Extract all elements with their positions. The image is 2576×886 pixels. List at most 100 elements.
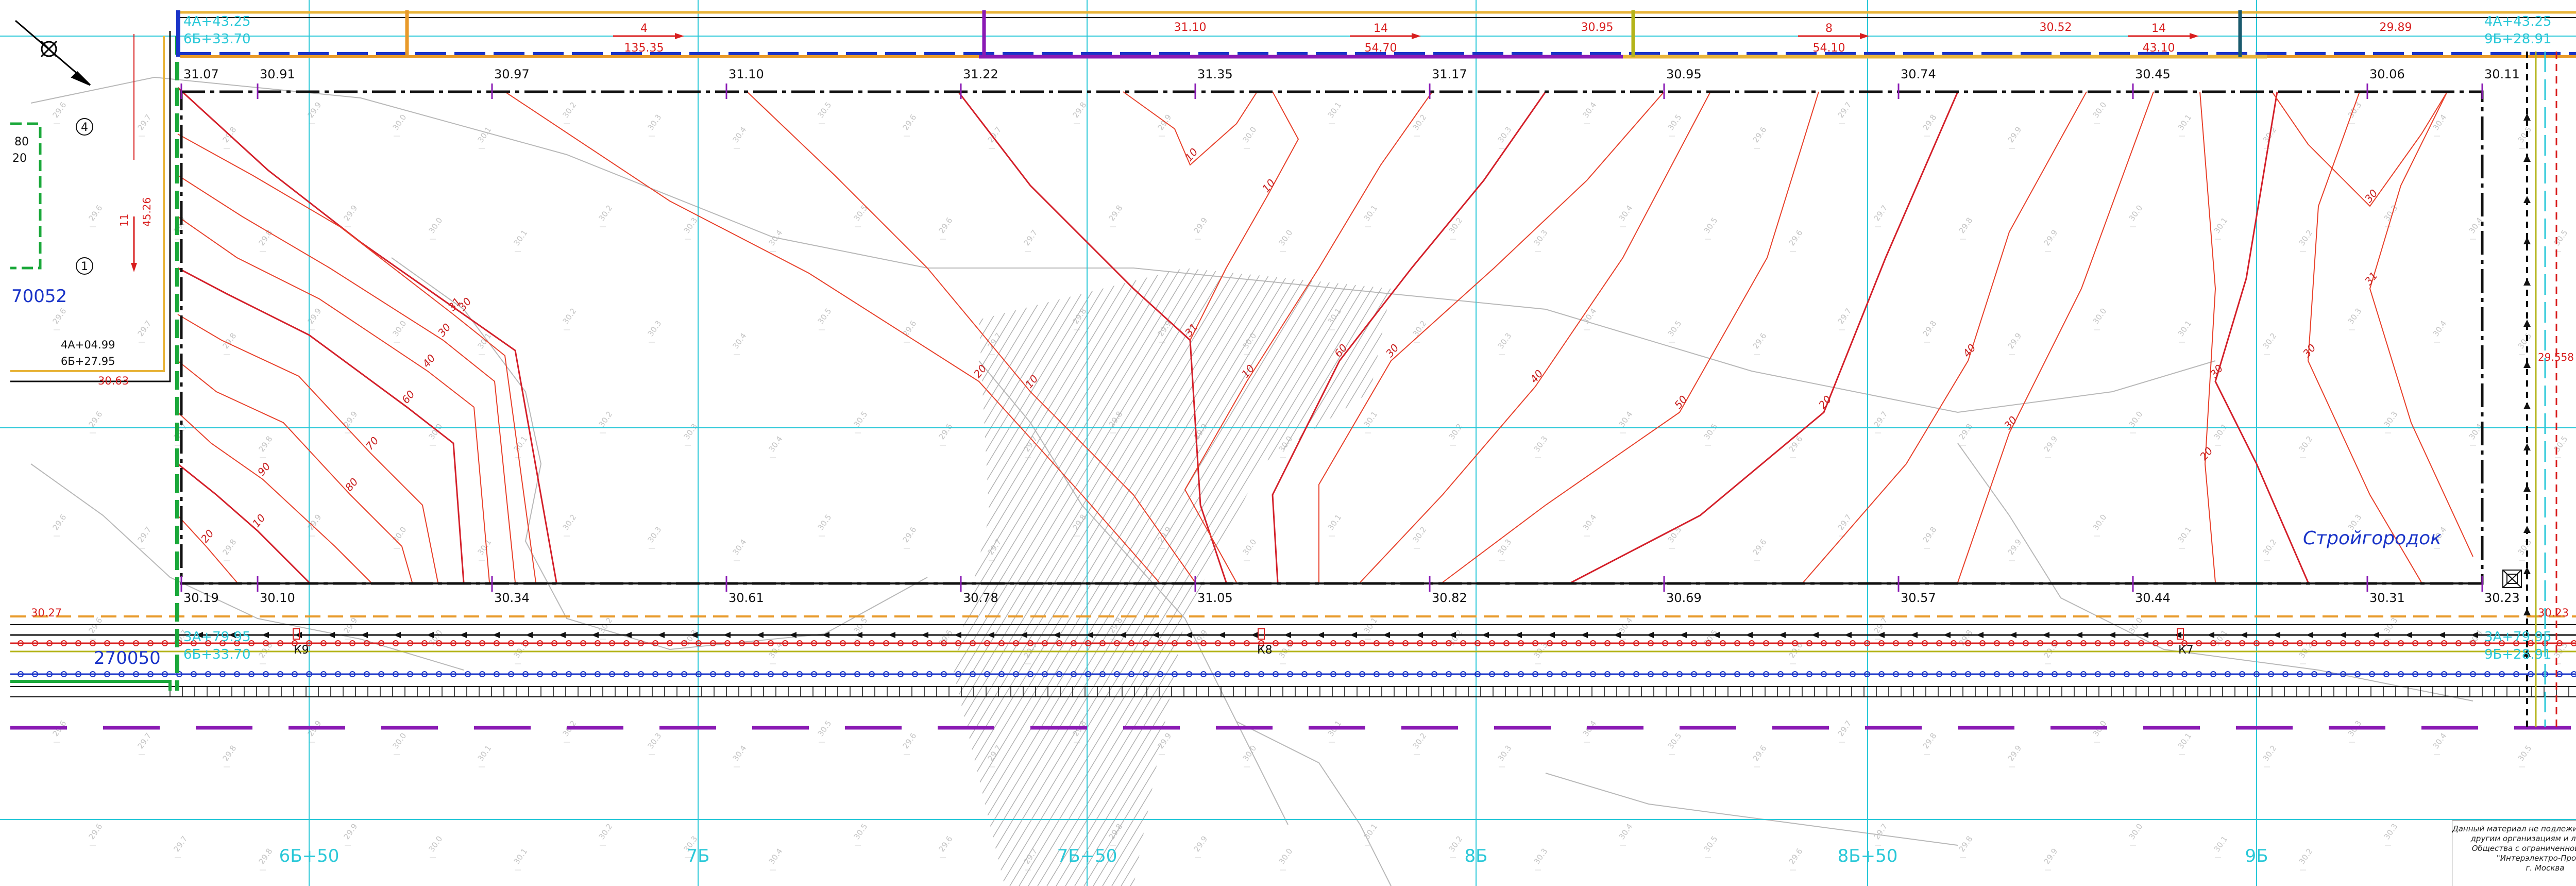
pipe-node-icon — [2225, 671, 2231, 677]
flow-arrow-icon — [2042, 632, 2049, 638]
pipe-node-icon — [941, 640, 947, 646]
elevation-point: 29.7 — [986, 125, 1004, 145]
pipe-node-icon — [2556, 640, 2563, 646]
pipe-node-icon — [32, 671, 38, 677]
elevation-point: 29.8 — [1921, 113, 1939, 132]
flow-arrow-icon — [954, 632, 961, 638]
pipe-node-icon — [796, 640, 803, 646]
flow-arrow-icon — [723, 632, 731, 638]
elevation-point: 29.6 — [901, 525, 919, 545]
pipe-node-icon — [1878, 640, 1885, 646]
pipe-node-icon — [537, 671, 543, 677]
contour-line — [177, 360, 413, 583]
pipe-node-icon — [926, 640, 933, 646]
slope-length-right: 29.558 л — [2538, 351, 2576, 363]
elevation-point: 29.8 — [1071, 101, 1089, 120]
elevation-point: 30.2 — [597, 204, 615, 223]
pipe-node-icon — [2412, 640, 2418, 646]
elevation-point: 30.4 — [1581, 513, 1599, 532]
terrain-line — [1957, 443, 2473, 701]
pipe-node-icon — [277, 640, 283, 646]
pipe-node-icon — [1763, 640, 1769, 646]
slope-value: 4 — [640, 22, 648, 35]
pipe-node-icon — [1691, 640, 1697, 646]
pipe-node-icon — [450, 671, 456, 677]
slope-length: 31.10 — [1174, 21, 1207, 34]
elevation-point: 29.8 — [1957, 216, 1975, 236]
pipe-node-icon — [984, 640, 990, 646]
elevation-point: 30.1 — [1362, 616, 1380, 636]
flow-arrow-icon — [1745, 632, 1753, 638]
fraction-top: 80 — [14, 136, 29, 148]
pipe-node-icon — [1345, 671, 1351, 677]
contour-label: 40 — [1960, 342, 1978, 360]
flow-arrow-icon — [526, 632, 533, 638]
pipe-node-icon — [2066, 640, 2072, 646]
elevation-point: 30.1 — [476, 125, 494, 145]
elevation-point: 29.7 — [1836, 101, 1854, 120]
elevation-point: 29.6 — [87, 410, 105, 429]
elevation-point: 29.7 — [1836, 513, 1854, 532]
contour-label: 30 — [435, 321, 453, 339]
elevation-point: 30.3 — [2382, 616, 2400, 636]
elevation-point: 30.0 — [391, 731, 409, 751]
pipe-node-icon — [609, 671, 615, 677]
contour-label: 10 — [1239, 362, 1257, 380]
elevation-point: 29.9 — [306, 307, 324, 326]
disclaimer-line: Данный материал не подлежит размножению — [2452, 824, 2576, 833]
top-elevation: 30.91 — [260, 67, 295, 81]
elevation-point: 30.3 — [2382, 410, 2400, 429]
top-elevation: 31.35 — [1197, 67, 1233, 81]
pipe-node-icon — [75, 640, 81, 646]
pipe-node-icon — [1273, 671, 1279, 677]
terrain-contours — [30, 76, 2473, 886]
hatch-pattern — [953, 268, 1391, 886]
elevation-point: 29.6 — [901, 731, 919, 751]
elevation-point: 30.0 — [391, 525, 409, 545]
elevation-point: 29.7 — [1872, 616, 1890, 636]
pipe-node-icon — [522, 671, 529, 677]
pipe-node-icon — [61, 671, 67, 677]
pipe-node-icon — [1027, 640, 1033, 646]
pipe-node-icon — [320, 640, 327, 646]
pipe-node-icon — [652, 640, 658, 646]
elevation-point: 30.1 — [2176, 525, 2194, 545]
pipe-node-icon — [1273, 640, 1279, 646]
pipe-node-icon — [18, 640, 24, 646]
slope-length: 54.70 — [1365, 42, 1397, 55]
slope-arrow-head-icon — [1860, 33, 1869, 39]
pipe-node-icon — [75, 671, 81, 677]
pipe-node-icon — [1806, 640, 1812, 646]
pipe-node-icon — [248, 671, 255, 677]
elevation-point: 30.4 — [2431, 319, 2449, 339]
pipe-node-icon — [1893, 671, 1899, 677]
flow-arrow-icon — [1515, 632, 1522, 638]
elevation-point: 30.2 — [1411, 113, 1429, 132]
pipe-node-icon — [1374, 640, 1380, 646]
elevation-point: 30.2 — [2261, 538, 2279, 557]
pipe-node-icon — [407, 671, 413, 677]
pipe-node-icon — [2427, 671, 2433, 677]
pipe-node-icon — [364, 671, 370, 677]
pipe-node-icon — [1258, 671, 1264, 677]
pipe-node-icon — [1446, 671, 1452, 677]
pipe-node-icon — [912, 640, 918, 646]
pipe-node-icon — [234, 671, 240, 677]
pipe-node-icon — [551, 671, 557, 677]
contour-line — [177, 175, 516, 583]
elevation-point: 30.3 — [1496, 744, 1514, 763]
flow-arrow-icon — [2523, 608, 2531, 615]
pipe-node-icon — [2080, 640, 2087, 646]
pipe-node-icon — [1907, 640, 1913, 646]
pipe-node-icon — [2326, 671, 2332, 677]
pipe-node-icon — [970, 640, 976, 646]
elevation-point: 29.9 — [342, 204, 360, 223]
elevation-point: 30.2 — [1447, 834, 1465, 854]
pipe-node-icon — [811, 640, 817, 646]
pipe-node-icon — [407, 640, 413, 646]
well-marker-icon — [1258, 628, 1265, 640]
elevation-point: 29.6 — [51, 101, 69, 120]
pipe-node-icon — [349, 671, 355, 677]
elevation-point: 29.7 — [136, 113, 154, 132]
pipe-node-icon — [1330, 671, 1336, 677]
